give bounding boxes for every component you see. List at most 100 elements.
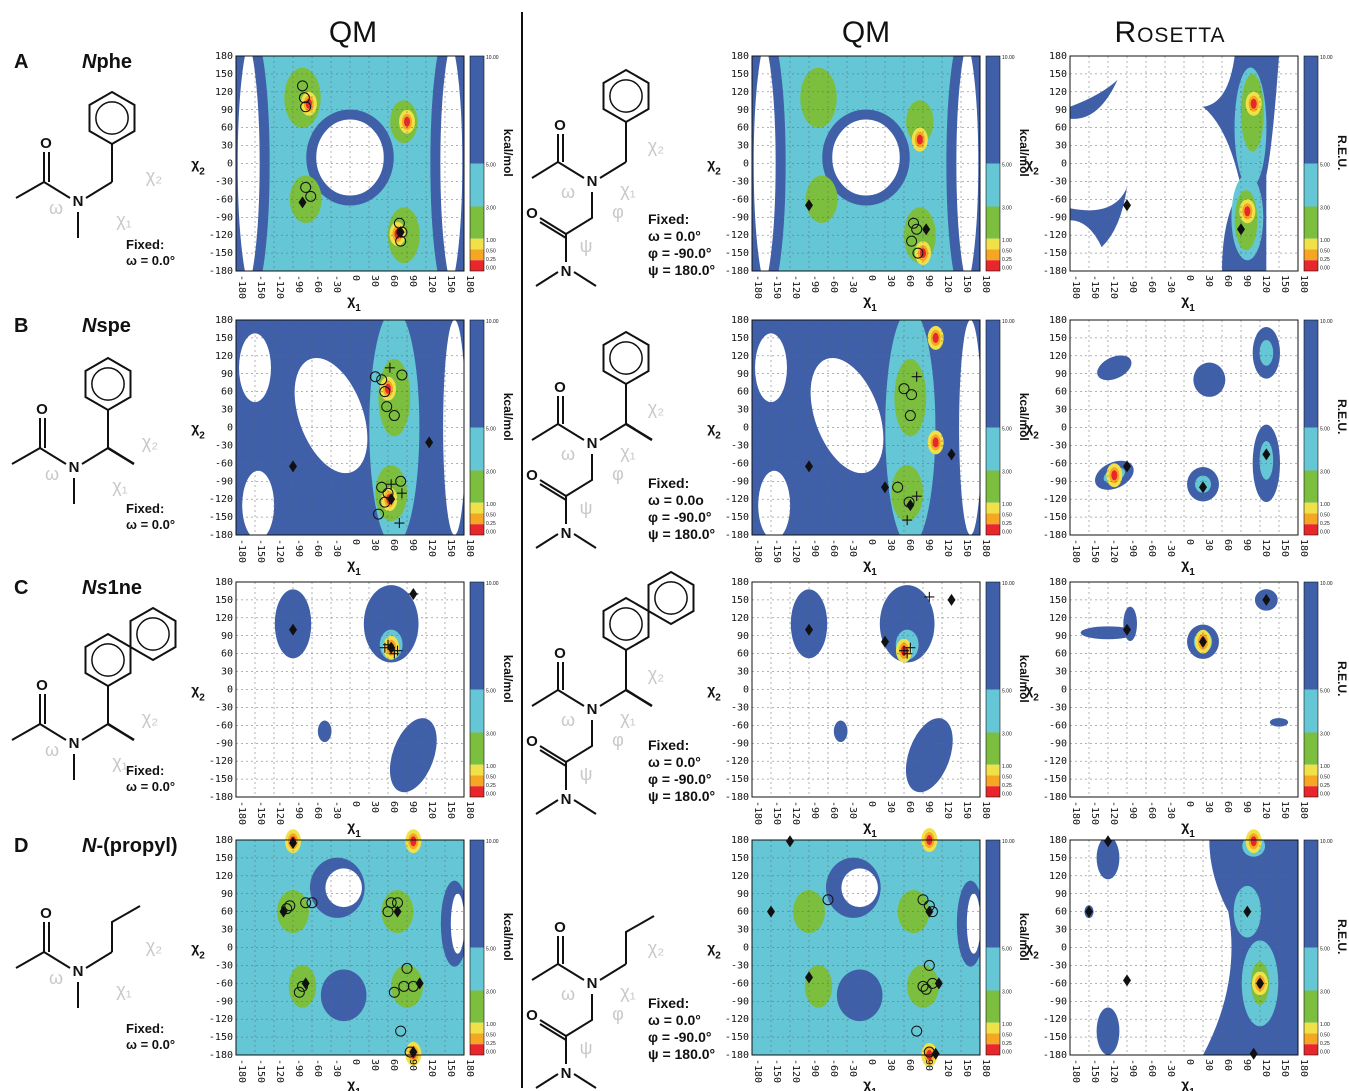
minimum-diamond <box>1123 199 1131 212</box>
y-tick-label: -180 <box>1043 1050 1067 1061</box>
bond <box>539 1023 567 1041</box>
colorbar-segment <box>470 732 484 765</box>
x-tick-label: 180 <box>1298 1059 1309 1077</box>
y-tick-label: -150 <box>725 774 749 785</box>
minimum-diamond <box>786 835 794 848</box>
minimum-diamond <box>1237 223 1245 236</box>
colorbar-segment <box>1304 840 1318 948</box>
plot-frame <box>235 839 465 1056</box>
minimum-diamond <box>1123 623 1131 636</box>
x-tick-label: -120 <box>790 275 801 299</box>
colorbar: 10.00 5.00 3.00 1.00 0.50 0.25 0.00 kcal/mol <box>985 839 1031 1056</box>
conformer-circle <box>373 508 384 520</box>
y-tick-label: -60 <box>1049 720 1067 731</box>
colorbar-frame <box>985 55 1001 272</box>
y-tick-label: -180 <box>725 530 749 541</box>
x-tick-label: 90 <box>923 275 934 287</box>
oxygen-label: O <box>526 205 538 222</box>
aromatic-ring <box>602 68 650 124</box>
torsion-label: χ₁ <box>112 752 128 772</box>
bond <box>539 479 567 497</box>
torsion-label: χ₂ <box>648 664 664 684</box>
y-tick-label: -120 <box>1043 494 1067 505</box>
x-tick-label: 0 <box>1184 1059 1195 1065</box>
y-tick-label: -60 <box>215 720 233 731</box>
fixed-angle-note-right: Fixed: ω = 0.0o φ = -90.0° ψ = 180.0° <box>648 475 715 542</box>
y-tick-label: 150 <box>1049 69 1067 80</box>
colorbar-segment <box>986 764 1000 776</box>
x-tick-label: 90 <box>407 539 418 551</box>
y-tick-label: -60 <box>731 458 749 469</box>
x-tick-label: -60 <box>828 539 839 557</box>
x-tick-label: 30 <box>885 275 896 287</box>
colorbar-tick-label: 10.00 <box>1002 839 1015 845</box>
y-tick-label: -90 <box>1049 212 1067 223</box>
x-tick-label: 150 <box>961 1059 972 1077</box>
x-tick-label: 150 <box>1279 275 1290 293</box>
colorbar-segment <box>470 513 484 525</box>
x-tick-label: 60 <box>1222 275 1233 287</box>
plot-frame <box>1069 319 1299 536</box>
bond <box>15 152 45 199</box>
minimum-diamond <box>396 226 405 239</box>
y-tick-label: -30 <box>1049 960 1067 971</box>
x-tick-label: 30 <box>1203 1059 1214 1071</box>
x-tick-label: 150 <box>1279 539 1290 557</box>
x-tick-label: 180 <box>464 801 475 819</box>
colorbar-tick-label: 0.50 <box>1320 249 1330 255</box>
x-tick-label: -120 <box>1108 801 1119 825</box>
x-tick-label: 0 <box>350 1059 361 1065</box>
conformer-circle <box>395 475 407 487</box>
colorbar-frame <box>1303 839 1319 1056</box>
x-tick-label: 90 <box>923 1059 934 1071</box>
colorbar-tick-label: 5.00 <box>486 689 496 695</box>
x-tick-label: 90 <box>1241 1059 1252 1071</box>
colorbar-unit-label: R.E.U. <box>1335 399 1349 434</box>
x-tick-label: 180 <box>1298 801 1309 819</box>
x-tick-label: -90 <box>293 801 304 819</box>
conformer-circle <box>906 235 918 247</box>
colorbar-tick-label: 10.00 <box>1002 581 1015 587</box>
y-tick-label: 30 <box>221 925 233 936</box>
colorbar-tick-label: 5.00 <box>1320 947 1330 953</box>
bond <box>565 720 593 763</box>
conformer-cross <box>905 642 916 653</box>
x-tick-label: -30 <box>1165 1059 1176 1077</box>
y-tick-label: 180 <box>731 315 749 326</box>
torsion-label: ψ <box>580 764 593 784</box>
y-tick-label: 90 <box>221 631 233 642</box>
colorbar: 10.00 5.00 3.00 1.00 0.50 0.25 0.00 kcal/mol <box>469 581 515 798</box>
colorbar-segment <box>986 206 1000 239</box>
x-tick-label: 180 <box>1298 275 1309 293</box>
y-axis-label: χ2 <box>707 420 721 442</box>
colorbar-frame <box>469 55 485 272</box>
torsion-label: ψ <box>580 498 593 518</box>
y-tick-label: -120 <box>1043 1014 1067 1025</box>
y-tick-label: 60 <box>1055 907 1067 918</box>
x-tick-label: -180 <box>1070 1059 1081 1083</box>
fixed-angle-note-right: Fixed: ω = 0.0° φ = -90.0° ψ = 180.0° <box>648 211 715 278</box>
x-tick-label: 120 <box>942 539 953 557</box>
conformer-circle <box>912 247 924 259</box>
x-tick-label: -90 <box>1127 275 1138 293</box>
torsion-label: ω <box>561 444 575 464</box>
x-tick-label: 180 <box>464 539 475 557</box>
colorbar-tick-label: 10.00 <box>486 319 499 325</box>
conformer-circle <box>396 369 408 381</box>
y-tick-label: 0 <box>1061 423 1067 434</box>
y-tick-label: 60 <box>221 387 233 398</box>
x-tick-label: 90 <box>1241 801 1252 813</box>
x-tick-label: -150 <box>771 801 782 825</box>
y-tick-label: 90 <box>221 369 233 380</box>
y-tick-label: 150 <box>215 69 233 80</box>
y-tick-label: 90 <box>1055 369 1067 380</box>
y-tick-label: 180 <box>1049 315 1067 326</box>
panel-C-rosetta: 1801501209060300-30-60-90-120-150-180χ2-… <box>1025 577 1349 840</box>
y-tick-label: -120 <box>1043 230 1067 241</box>
colorbar-segment <box>986 732 1000 765</box>
torsion-label: φ <box>612 464 624 484</box>
colorbar-tick-label: 0.00 <box>486 1050 496 1056</box>
y-tick-label: -30 <box>731 176 749 187</box>
bond <box>11 694 41 741</box>
